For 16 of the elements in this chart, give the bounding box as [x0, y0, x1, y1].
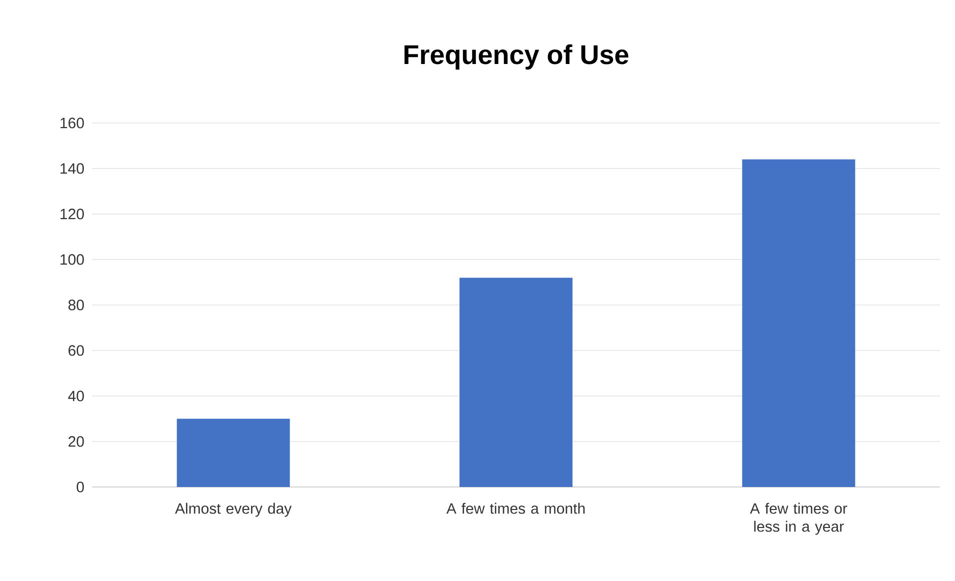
y-tick-label: 20: [68, 436, 84, 447]
y-tick-label: 120: [60, 208, 84, 220]
y-tick-label: 0: [76, 482, 84, 492]
y-tick-label: 40: [68, 390, 84, 402]
bar: [460, 278, 573, 487]
x-tick-label: A few times or less in a year: [750, 502, 848, 535]
bar: [176, 418, 290, 487]
y-tick-label: 160: [60, 118, 84, 128]
chart-title: Frequency of Use: [404, 44, 628, 70]
x-tick-label: A few times a month: [446, 502, 585, 514]
y-tick-label: 60: [68, 345, 84, 356]
y-tick-label: 100: [60, 254, 84, 265]
y-tick-label: 80: [68, 300, 84, 310]
bar: [742, 159, 856, 487]
x-tick-label: Almost every day: [175, 502, 292, 517]
y-tick-label: 140: [60, 163, 84, 174]
